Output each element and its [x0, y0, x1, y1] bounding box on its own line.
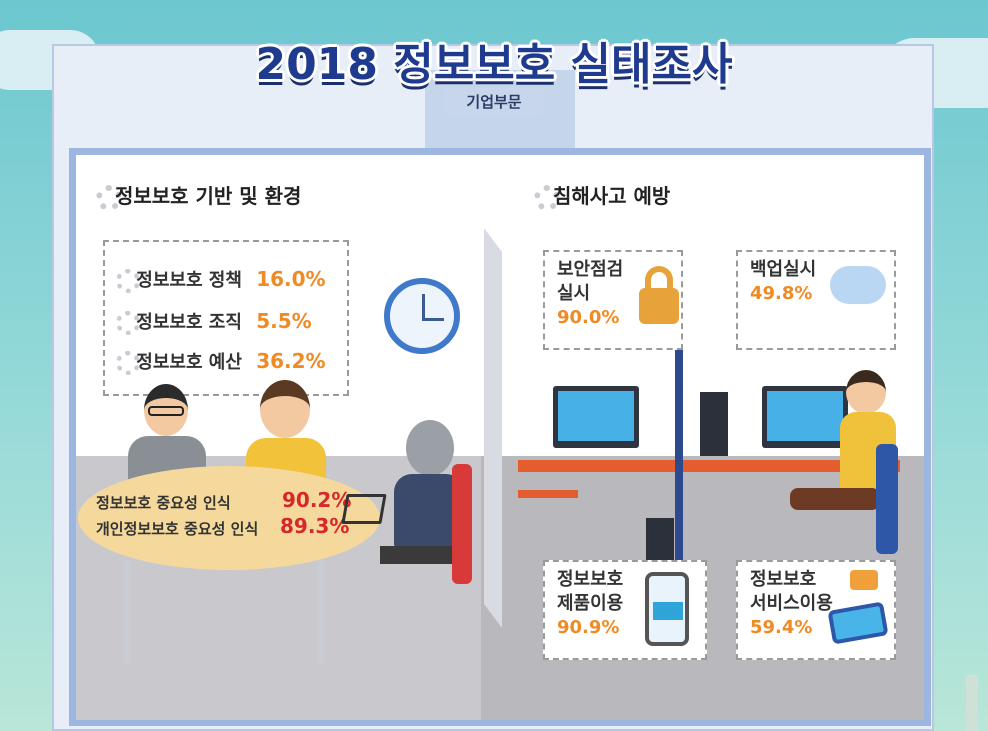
page-title: 2018 정보보호 실태조사 [255, 39, 733, 90]
card-label-line2: 서비스이용 [750, 593, 833, 614]
card-value: 90.9% [557, 617, 620, 638]
partition-wall [484, 228, 502, 628]
person-yellow-vest-illustration [246, 380, 326, 492]
stat-label: 정보보호 예산 [136, 352, 242, 373]
stat-card-security-service: 정보보호 서비스이용 59.4% [736, 560, 896, 660]
stat-value: 36.2% [256, 349, 326, 373]
card-label-line2: 제품이용 [557, 593, 624, 614]
card-label-line1: 백업실시 [750, 259, 817, 280]
stat-label: 정보보호 정책 [136, 270, 242, 291]
stat-card-backup: 백업실시 49.8% [736, 250, 896, 350]
computer-monitor [762, 386, 848, 448]
gear-icon [116, 311, 140, 335]
card-value: 49.8% [750, 283, 813, 304]
stat-card-security-product: 정보보호 제품이용 90.9% [543, 560, 707, 660]
chat-bubble-icon [850, 570, 878, 590]
stat-row-policy: 정보보호 정책 16.0% [116, 266, 326, 293]
card-label-line2: 실시 [557, 283, 591, 304]
awareness-label: 정보보호 중요성 인식 [96, 494, 231, 512]
card-payment-icon [645, 572, 689, 646]
stat-value: 5.5% [256, 309, 312, 333]
table-leg [124, 560, 130, 664]
section-heading-foundation: 정보보호 기반 및 환경 [96, 180, 301, 211]
stat-row-budget: 정보보호 예산 36.2% [116, 348, 326, 375]
stat-label: 정보보호 조직 [136, 312, 242, 333]
cloud-icon [830, 266, 886, 304]
page-subtitle: 기업부문 [444, 88, 544, 116]
awareness-value-privacy: 89.3% [280, 514, 350, 538]
desk-shelf [518, 490, 578, 498]
card-label-line1: 보안점검 [557, 259, 624, 280]
card-label-line1: 정보보호 [557, 569, 624, 590]
computer-monitor [553, 386, 639, 448]
office-worker-illustration [790, 370, 900, 560]
older-man-illustration [370, 420, 480, 640]
office-desk [518, 460, 900, 472]
awareness-row-privacy: 개인정보보호 중요성 인식 [96, 518, 258, 539]
foundation-stats-box [103, 240, 349, 396]
gear-icon [116, 269, 140, 293]
gear-icon [116, 351, 140, 375]
section-heading-prevention: 침해사고 예방 [534, 180, 670, 211]
padlock-icon [639, 266, 679, 324]
stat-value: 16.0% [256, 267, 326, 291]
awareness-label: 개인정보보호 중요성 인식 [96, 520, 259, 538]
awareness-value-infosec: 90.2% [282, 488, 352, 512]
card-value: 90.0% [557, 307, 620, 328]
stat-card-security-check: 보안점검 실시 90.0% [543, 250, 683, 350]
computer-tower [700, 392, 728, 456]
partition-pole [675, 340, 683, 590]
meeting-table [78, 466, 380, 570]
clock-icon [384, 278, 460, 354]
card-value: 59.4% [750, 617, 813, 638]
decorative-stripe [966, 675, 978, 731]
awareness-row-infosec: 정보보호 중요성 인식 [96, 492, 231, 513]
table-leg [318, 560, 324, 664]
stat-row-organization: 정보보호 조직 5.5% [116, 308, 312, 335]
card-label-line1: 정보보호 [750, 569, 817, 590]
